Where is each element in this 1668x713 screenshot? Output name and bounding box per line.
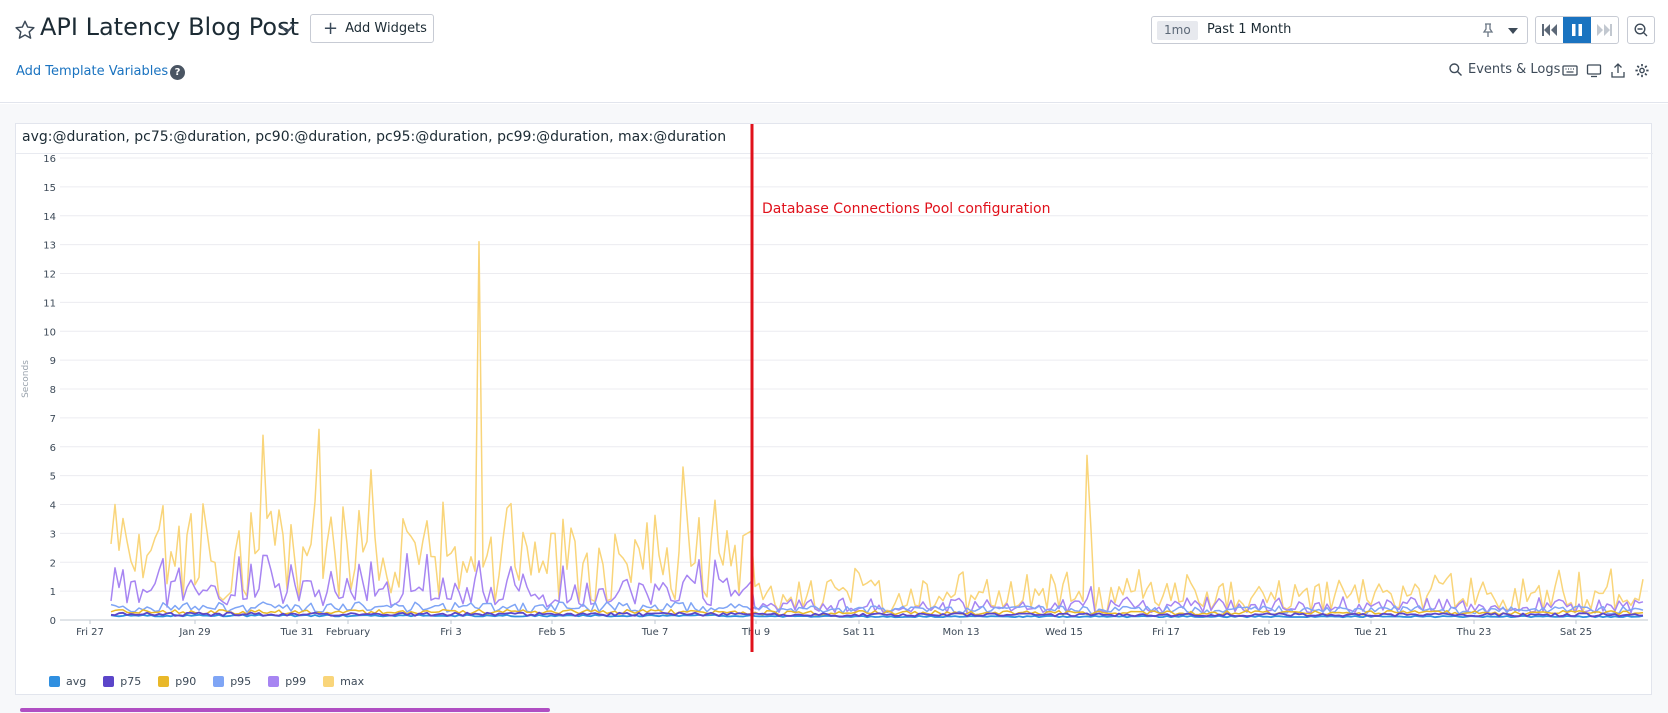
pause-icon [1571, 24, 1582, 36]
x-tick-label: Tue 7 [641, 627, 669, 638]
dashboard-canvas: avg:@duration, pc75:@duration, pc90:@dur… [0, 104, 1668, 713]
y-tick-label: 15 [43, 183, 56, 194]
time-range-label: Past 1 Month [1207, 22, 1292, 37]
dashboard-title[interactable]: API Latency Blog Post [40, 13, 299, 41]
pause-button[interactable] [1563, 17, 1591, 43]
timeseries-widget[interactable]: avg:@duration, pc75:@duration, pc90:@dur… [15, 123, 1653, 696]
add-widgets-button[interactable]: + Add Widgets [310, 14, 434, 43]
y-tick-label: 9 [50, 356, 56, 367]
events-logs-button[interactable]: Events & Logs [1449, 62, 1560, 77]
y-axis-label: Seconds [21, 360, 31, 398]
playback-controls [1535, 16, 1619, 44]
legend-swatch [323, 676, 335, 687]
x-tick-label: Fri 17 [1152, 627, 1180, 638]
y-tick-label: 12 [43, 270, 56, 281]
next-widget-edge [20, 708, 550, 712]
x-tick-label: Wed 15 [1045, 627, 1083, 638]
add-widgets-label: Add Widgets [345, 21, 427, 36]
search-icon [1449, 63, 1462, 76]
y-tick-label: 10 [43, 327, 56, 338]
x-tick-label: Jan 29 [178, 627, 210, 638]
y-tick-label: 11 [43, 298, 56, 309]
x-tick-label: February [326, 627, 370, 638]
zoom-out-button[interactable] [1627, 16, 1655, 44]
legend-swatch [103, 676, 115, 687]
dashboard-header: API Latency Blog Post + Add Widgets Add … [0, 0, 1668, 103]
legend-swatch [268, 676, 280, 687]
y-tick-label: 13 [43, 241, 56, 252]
legend-label: p99 [285, 675, 307, 688]
y-tick-label: 7 [50, 414, 56, 425]
x-tick-label: Feb 19 [1252, 627, 1286, 638]
series-line-p75 [110, 611, 1643, 618]
x-tick-label: Sat 25 [1560, 627, 1592, 638]
tv-mode-icon[interactable] [1586, 63, 1602, 78]
legend-item-p95[interactable]: p95 [213, 675, 251, 688]
y-tick-label: 3 [50, 529, 56, 540]
keyboard-icon[interactable] [1562, 63, 1578, 78]
legend-label: avg [66, 675, 87, 688]
y-tick-label: 2 [50, 558, 56, 569]
annotation-label: Database Connections Pool configuration [762, 201, 1051, 217]
y-tick-label: 14 [43, 212, 56, 223]
zoom-out-icon [1634, 23, 1648, 37]
time-range-badge: 1mo [1157, 21, 1198, 40]
x-tick-label: Tue 31 [280, 627, 314, 638]
widget-title-divider [16, 153, 1653, 154]
x-tick-label: Fri 27 [76, 627, 104, 638]
legend-label: p75 [120, 675, 142, 688]
legend-item-p90[interactable]: p90 [158, 675, 196, 688]
y-tick-label: 5 [50, 472, 56, 483]
legend-swatch [213, 676, 225, 687]
y-tick-label: 8 [50, 385, 56, 396]
plus-icon: + [323, 17, 339, 39]
chevron-down-icon[interactable] [278, 22, 296, 36]
add-template-variables-link[interactable]: Add Template Variables [16, 64, 169, 79]
x-tick-label: Fri 3 [440, 627, 461, 638]
pin-icon[interactable] [1482, 23, 1494, 37]
legend-item-p99[interactable]: p99 [268, 675, 306, 688]
y-tick-label: 0 [50, 616, 56, 627]
x-tick-label: Thu 23 [1456, 627, 1492, 638]
legend-label: p95 [230, 675, 252, 688]
legend-item-max[interactable]: max [323, 675, 364, 688]
help-icon[interactable]: ? [170, 65, 185, 80]
chart-legend: avg p75 p90 p95 p99 max [49, 675, 381, 688]
y-tick-label: 16 [43, 154, 56, 165]
series-line-max [110, 240, 1644, 613]
x-tick-label: Feb 5 [538, 627, 565, 638]
y-tick-label: 6 [50, 443, 56, 454]
series-line-avg [110, 613, 1644, 619]
series-line-p95 [110, 601, 1644, 615]
export-icon[interactable] [1610, 63, 1626, 78]
rewind-button[interactable] [1536, 17, 1563, 43]
legend-label: max [340, 675, 365, 688]
x-tick-label: Tue 21 [1354, 627, 1388, 638]
rewind-icon [1541, 24, 1557, 36]
legend-item-p75[interactable]: p75 [103, 675, 141, 688]
events-logs-label: Events & Logs [1468, 62, 1561, 77]
caret-down-icon[interactable] [1508, 27, 1518, 35]
fast-forward-icon [1597, 24, 1613, 36]
legend-swatch [158, 676, 170, 687]
legend-swatch [49, 676, 60, 687]
x-tick-label: Mon 13 [943, 627, 980, 638]
y-tick-label: 4 [50, 501, 56, 512]
x-tick-label: Thu 9 [741, 627, 770, 638]
legend-item-avg[interactable]: avg [49, 675, 86, 688]
x-tick-label: Sat 11 [843, 627, 875, 638]
y-tick-label: 1 [50, 587, 56, 598]
legend-label: p90 [175, 675, 197, 688]
fast-forward-button[interactable] [1591, 17, 1618, 43]
gear-icon[interactable] [1634, 63, 1650, 78]
star-icon[interactable] [14, 19, 36, 41]
widget-title: avg:@duration, pc75:@duration, pc90:@dur… [22, 129, 727, 145]
time-range-selector[interactable]: 1mo Past 1 Month [1151, 16, 1528, 44]
